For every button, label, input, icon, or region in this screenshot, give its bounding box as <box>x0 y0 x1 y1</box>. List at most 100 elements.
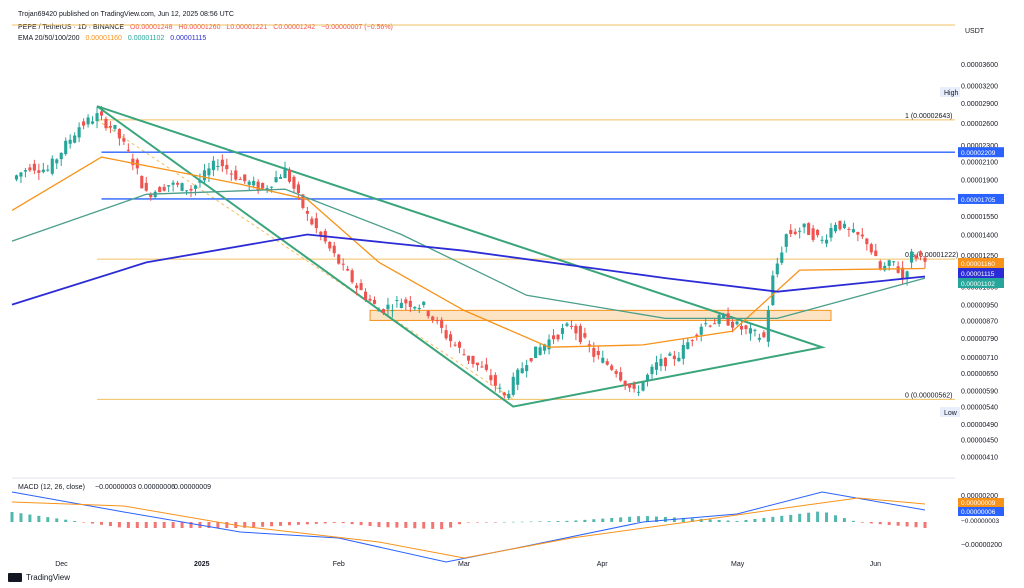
candle-up <box>748 328 753 334</box>
candle-up <box>64 140 68 155</box>
candle-down <box>632 384 636 389</box>
ema-label[interactable]: EMA 20/50/100/200 <box>18 35 80 42</box>
candle-up <box>41 169 45 173</box>
candle-down <box>292 176 296 189</box>
macd-histogram-bar <box>583 519 587 522</box>
candle-down <box>28 167 32 171</box>
candle-up <box>547 339 551 350</box>
macd-histogram-bar <box>816 511 820 522</box>
candle-up <box>193 185 198 189</box>
candle-down <box>592 347 596 357</box>
macd-histogram-bar <box>55 518 59 522</box>
candle-down <box>99 111 104 116</box>
price-tag-box <box>958 278 1004 288</box>
candle-down <box>838 220 842 230</box>
macd-line <box>11 491 926 563</box>
candle-up <box>520 368 524 374</box>
macd-tag-label: 0.00000009 <box>961 500 996 507</box>
candle-down <box>578 325 582 343</box>
candle-up <box>851 229 855 233</box>
macd-histogram-bar <box>833 515 837 522</box>
candle-down <box>332 245 336 254</box>
candle-down <box>350 270 354 283</box>
macd-histogram-bar <box>458 522 462 525</box>
candle-down <box>346 268 350 271</box>
candle-up <box>377 310 381 312</box>
tradingview-logo-icon <box>8 573 22 582</box>
ema50-value: 0.00001102 <box>127 35 165 42</box>
candle-down <box>238 179 242 181</box>
macd-histogram-bar <box>475 522 479 523</box>
candle-up <box>717 314 721 324</box>
candle-down <box>762 332 766 338</box>
macd-histogram-bar <box>359 522 363 526</box>
macd-histogram-bar <box>162 522 166 528</box>
pair-label[interactable]: PEPE / TetherUS · 1D · BINANCE <box>18 24 125 31</box>
macd-histogram-bar <box>860 522 864 523</box>
candle-down <box>162 186 166 191</box>
candle-down <box>261 183 265 189</box>
macd-histogram-bar <box>717 520 721 522</box>
candle-down <box>480 366 484 368</box>
candle-up <box>842 223 846 228</box>
candle-up <box>511 376 515 395</box>
candle-down <box>296 184 300 193</box>
close-value: C0.00001242 <box>273 24 316 31</box>
candle-up <box>68 139 72 144</box>
macd-histogram-bar <box>807 512 811 522</box>
price-tag-label: 0.00001160 <box>961 261 995 268</box>
macd-histogram-bar <box>207 522 211 528</box>
candle-up <box>775 263 779 275</box>
candle-up <box>55 159 59 164</box>
macd-histogram-bar <box>449 522 453 528</box>
candle-down <box>739 325 744 330</box>
candle-down <box>493 375 497 386</box>
candle-down <box>435 320 439 322</box>
candle-up <box>417 307 421 310</box>
candle-down <box>587 344 591 347</box>
time-axis-label: May <box>731 561 745 568</box>
macd-histogram-bar <box>574 520 578 522</box>
candle-down <box>314 218 318 229</box>
macd-histogram-bar <box>395 522 399 528</box>
candle-up <box>274 177 278 183</box>
candle-down <box>220 159 224 167</box>
candle-down <box>82 121 86 126</box>
macd-histogram-bar <box>279 522 283 526</box>
price-tag-box <box>958 147 1004 158</box>
macd-histogram-bar <box>511 521 515 523</box>
candle-up <box>265 188 269 190</box>
macd-histogram-bar <box>467 522 470 523</box>
candle-down <box>337 254 341 264</box>
candle-down <box>789 230 793 235</box>
price-tick-label: 0.00000450 <box>961 437 998 444</box>
macd-histogram-bar <box>350 522 354 525</box>
candle-down <box>37 170 41 173</box>
macd-histogram-bar <box>323 522 327 524</box>
ohlc-line: PEPE / TetherUS · 1D · BINANCE O0.000012… <box>18 24 397 31</box>
low-label: Low <box>944 410 958 417</box>
macd-histogram-bar <box>708 519 712 522</box>
candle-down <box>404 299 408 304</box>
candle-up <box>820 239 824 241</box>
macd-histogram-bar <box>905 522 909 527</box>
tradingview-logo[interactable]: TradingView <box>8 573 70 582</box>
candle-up <box>525 365 529 372</box>
macd-histogram-bar <box>368 522 372 527</box>
macd-histogram-bar <box>842 518 846 522</box>
macd-histogram-bar <box>126 522 130 528</box>
macd-histogram-bar <box>851 520 855 522</box>
macd-histogram-bar <box>869 522 873 524</box>
macd-histogram-bar <box>923 522 927 528</box>
macd-histogram-bar <box>798 513 802 522</box>
macd-histogram-bar <box>261 522 265 527</box>
ema20-value: 0.00001160 <box>85 35 122 42</box>
candle-down <box>574 325 578 334</box>
currency-label: USDT <box>965 28 985 35</box>
candle-down <box>619 372 623 381</box>
price-tick-label: 0.00001550 <box>961 214 998 221</box>
candle-down <box>489 375 493 381</box>
candle-up <box>753 329 757 331</box>
macd-histogram-bar <box>287 522 291 526</box>
